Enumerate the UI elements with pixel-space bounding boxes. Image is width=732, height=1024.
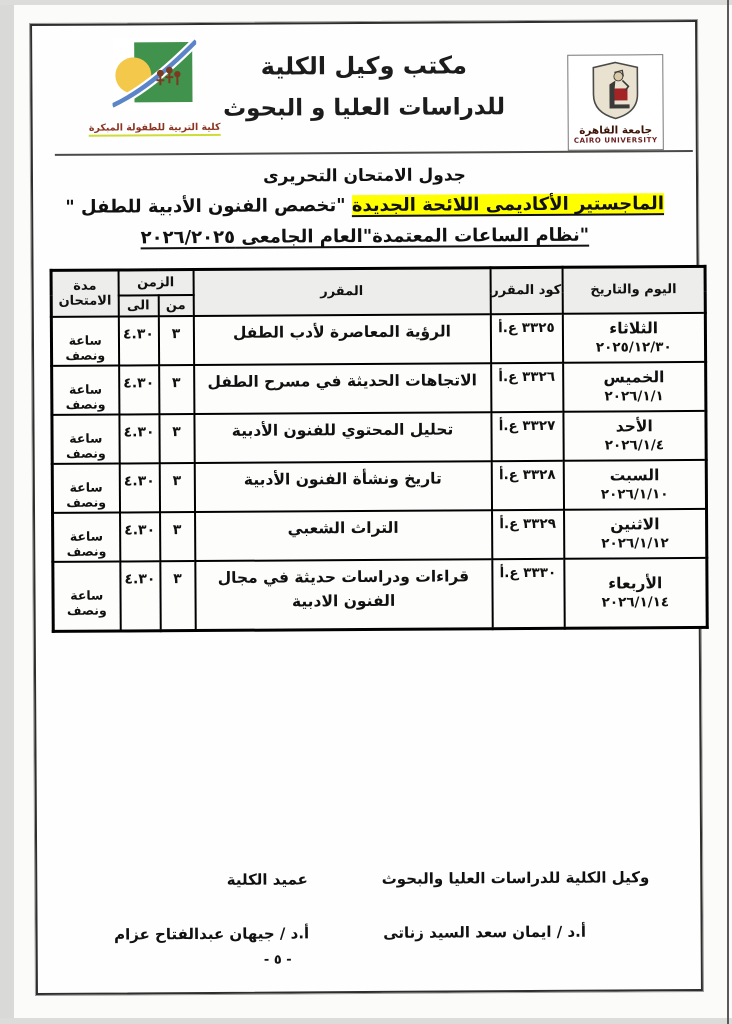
- course-cell: تحليل المحتوي للفنون الأدبية: [193, 411, 492, 463]
- office-line1: مكتب وكيل الكلية: [260, 51, 467, 81]
- table-row: الاثنين ٢٠٢٦/١/١٢ ٣٣٢٩ ع.أ التراث الشعبي …: [52, 508, 707, 562]
- col-header-time-from: من: [158, 294, 194, 316]
- table-row: الثلاثاء ٢٠٢٥/١٢/٣٠ ٣٣٢٥ ع.أ الرؤية المعا…: [51, 312, 706, 366]
- duration-cell: ساعة ونصف: [51, 365, 119, 415]
- course-cell: قراءات ودراسات حديثة في مجال الفنون الاد…: [194, 558, 493, 631]
- college-logo-graphic: [110, 37, 200, 112]
- header-divider-line: [54, 149, 693, 156]
- time-from-cell: ٣: [158, 364, 194, 414]
- course-code-cell: ٣٣٢٦ ع.أ: [490, 362, 563, 412]
- course-code-cell: ٣٣٢٨ ع.أ: [491, 460, 564, 510]
- exam-schedule-table: اليوم والتاريخ كود المقرر المقرر الزمن م…: [49, 264, 709, 633]
- office-line2: للدراسات العليا و البحوث: [222, 94, 506, 122]
- vice-dean-name: أ.د / ايمان سعد السيد زناتى: [383, 922, 587, 942]
- time-to-cell: ٤.٣٠: [119, 462, 160, 513]
- title-line2: الماجستير الأكاديمى اللائحة الجديدة "تخص…: [33, 188, 696, 223]
- college-logo: كلية التربية للطفولة المبكرة: [88, 37, 221, 137]
- time-from-cell: ٣: [158, 413, 195, 463]
- duration-cell: ساعة ونصف: [51, 316, 119, 366]
- col-header-duration: مدة الامتحان: [51, 270, 119, 317]
- col-header-time-to: الى: [118, 294, 159, 317]
- time-from-cell: ٣: [159, 462, 195, 512]
- exam-schedule-title: جدول الامتحان التحريرى الماجستير الأكادي…: [33, 160, 697, 255]
- duration-cell: ساعة ونصف: [52, 561, 121, 632]
- cairo-university-logo: جامعة القاهرة CAIRO UNIVERSITY: [567, 54, 664, 151]
- university-name-english: CAIRO UNIVERSITY: [573, 136, 658, 145]
- day-date-cell: الاثنين ٢٠٢٦/١/١٢: [563, 508, 707, 559]
- course-code-cell: ٣٣٢٩ ع.أ: [491, 509, 564, 559]
- vice-dean-title: وكيل الكلية للدراسات العليا والبحوث: [381, 868, 650, 888]
- page-number: - ٥ -: [263, 952, 292, 968]
- day-date-cell: الثلاثاء ٢٠٢٥/١٢/٣٠: [562, 312, 706, 363]
- time-to-cell: ٤.٣٠: [118, 315, 159, 366]
- university-name-arabic: جامعة القاهرة: [579, 124, 653, 137]
- day-date-cell: الأربعاء ٢٠٢٦/١/١٤: [563, 557, 708, 629]
- scan-edge-top: [0, 0, 732, 5]
- time-to-cell: ٤.٣٠: [118, 413, 160, 464]
- course-cell: الاتجاهات الحديثة في مسرح الطفل: [193, 362, 491, 414]
- time-to-cell: ٤.٣٠: [118, 364, 159, 415]
- document-border-frame: كلية التربية للطفولة المبكرة مكتب وكيل ا…: [29, 18, 709, 997]
- title-line2-highlight: الماجستير الأكاديمى اللائحة الجديدة: [351, 193, 665, 217]
- time-from-cell: ٣: [158, 315, 194, 365]
- course-code-cell: ٣٣٢٧ ع.أ: [490, 411, 564, 461]
- title-line2-rest: "تخصص الفنون الأدبية للطفل ": [65, 195, 352, 218]
- course-code-cell: ٣٣٣٠ ع.أ: [491, 558, 565, 629]
- course-code-cell: ٣٣٢٥ ع.أ: [490, 313, 563, 363]
- time-from-cell: ٣: [159, 511, 195, 561]
- scan-edge-bottom: [0, 1018, 732, 1024]
- duration-cell: ساعة ونصف: [52, 512, 120, 562]
- day-date-cell: الخميس ٢٠٢٦/١/١: [562, 361, 706, 412]
- duration-cell: ساعة ونصف: [52, 463, 120, 513]
- dean-name: أ.د / جيهان عبدالفتاح عزام: [114, 924, 310, 944]
- course-cell: الرؤية المعاصرة لأدب الطفل: [193, 313, 491, 365]
- time-to-cell: ٤.٣٠: [119, 560, 161, 632]
- col-header-day-date: اليوم والتاريخ: [562, 266, 706, 314]
- scan-edge-right-line: [727, 0, 729, 1024]
- office-header-text: مكتب وكيل الكلية للدراسات العليا و البحو…: [194, 45, 535, 131]
- title-line3: "نظام الساعات المعتمدة"العام الجامعى ٢٠٢…: [140, 224, 590, 249]
- day-date-cell: السبت ٢٠٢٦/١/١٠: [563, 459, 707, 510]
- university-shield-icon: [592, 61, 639, 120]
- col-header-time: الزمن: [118, 269, 194, 296]
- table-row: الأربعاء ٢٠٢٦/١/١٤ ٣٣٣٠ ع.أ قراءات ودراسا…: [52, 557, 708, 632]
- scan-edge-left: [0, 0, 14, 1024]
- time-from-cell: ٣: [159, 560, 196, 631]
- col-header-course-code: كود المقرر: [490, 267, 563, 314]
- duration-cell: ساعة ونصف: [51, 414, 120, 464]
- table-row: الأحد ٢٠٢٦/١/٤ ٣٣٢٧ ع.أ تحليل المحتوي للف…: [51, 410, 707, 464]
- table-row: السبت ٢٠٢٦/١/١٠ ٣٣٢٨ ع.أ تاريخ ونشأة الفن…: [52, 459, 707, 513]
- title-line1: جدول الامتحان التحريرى: [262, 165, 466, 187]
- time-to-cell: ٤.٣٠: [119, 511, 160, 562]
- col-header-course: المقرر: [193, 267, 491, 316]
- course-cell: تاريخ ونشأة الفنون الأدبية: [194, 460, 492, 512]
- table-row: الخميس ٢٠٢٦/١/١ ٣٣٢٦ ع.أ الاتجاهات الحديث…: [51, 361, 706, 415]
- dean-title: عميد الكلية: [226, 870, 308, 889]
- day-date-cell: الأحد ٢٠٢٦/١/٤: [562, 410, 707, 461]
- course-cell: التراث الشعبي: [194, 509, 492, 561]
